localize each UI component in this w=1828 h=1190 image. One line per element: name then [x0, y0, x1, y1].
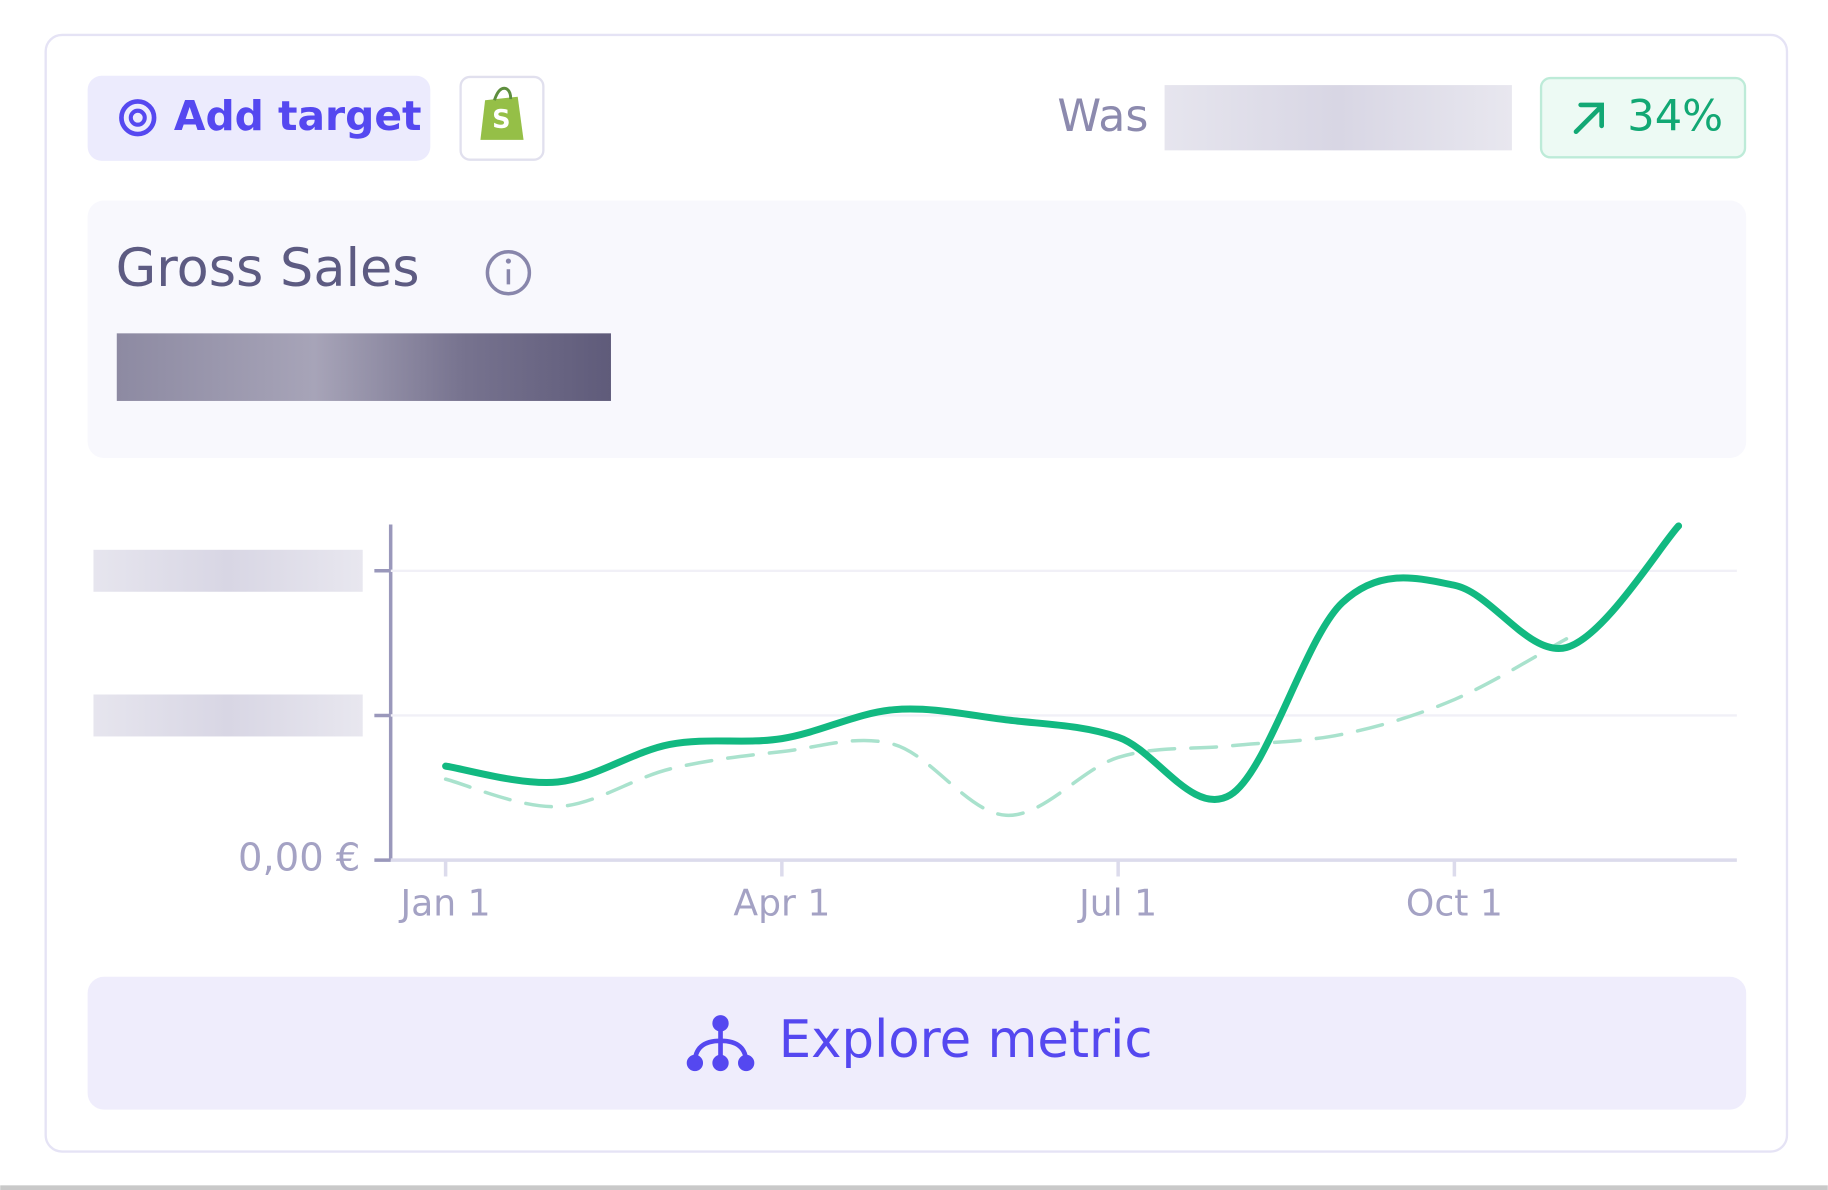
- window-edge: [0, 1185, 1828, 1190]
- svg-text:S: S: [492, 105, 510, 135]
- x-tick-label: Oct 1: [1406, 882, 1503, 925]
- y-tick-label: 0,00 €: [238, 836, 360, 881]
- redacted-total: [116, 333, 611, 401]
- shopify-button[interactable]: S: [459, 75, 545, 161]
- series-line: [442, 522, 1683, 804]
- info-icon[interactable]: [485, 250, 532, 296]
- chart: 0,00 € Jan 1 Apr 1 Jul 1 Oct 1: [93, 522, 1737, 925]
- button-label: Add target: [174, 92, 422, 140]
- series-line: [443, 637, 1569, 818]
- change-value: 34%: [1627, 91, 1723, 141]
- x-tick-label: Jan 1: [399, 882, 491, 925]
- add-target-button[interactable]: Add target: [87, 75, 431, 161]
- change-badge: 34%: [1539, 76, 1747, 159]
- redacted-tick-label: [93, 694, 363, 737]
- was-label: Was: [1057, 91, 1148, 142]
- x-tick-label: Apr 1: [733, 882, 830, 925]
- explore-button[interactable]: Explore metric: [87, 976, 1747, 1110]
- metric-title: Gross Sales: [116, 238, 420, 299]
- button-label: Explore metric: [779, 1010, 1153, 1070]
- redacted-value: [1164, 85, 1512, 151]
- x-tick-label: Jul 1: [1077, 882, 1157, 925]
- redacted-tick-label: [93, 549, 363, 592]
